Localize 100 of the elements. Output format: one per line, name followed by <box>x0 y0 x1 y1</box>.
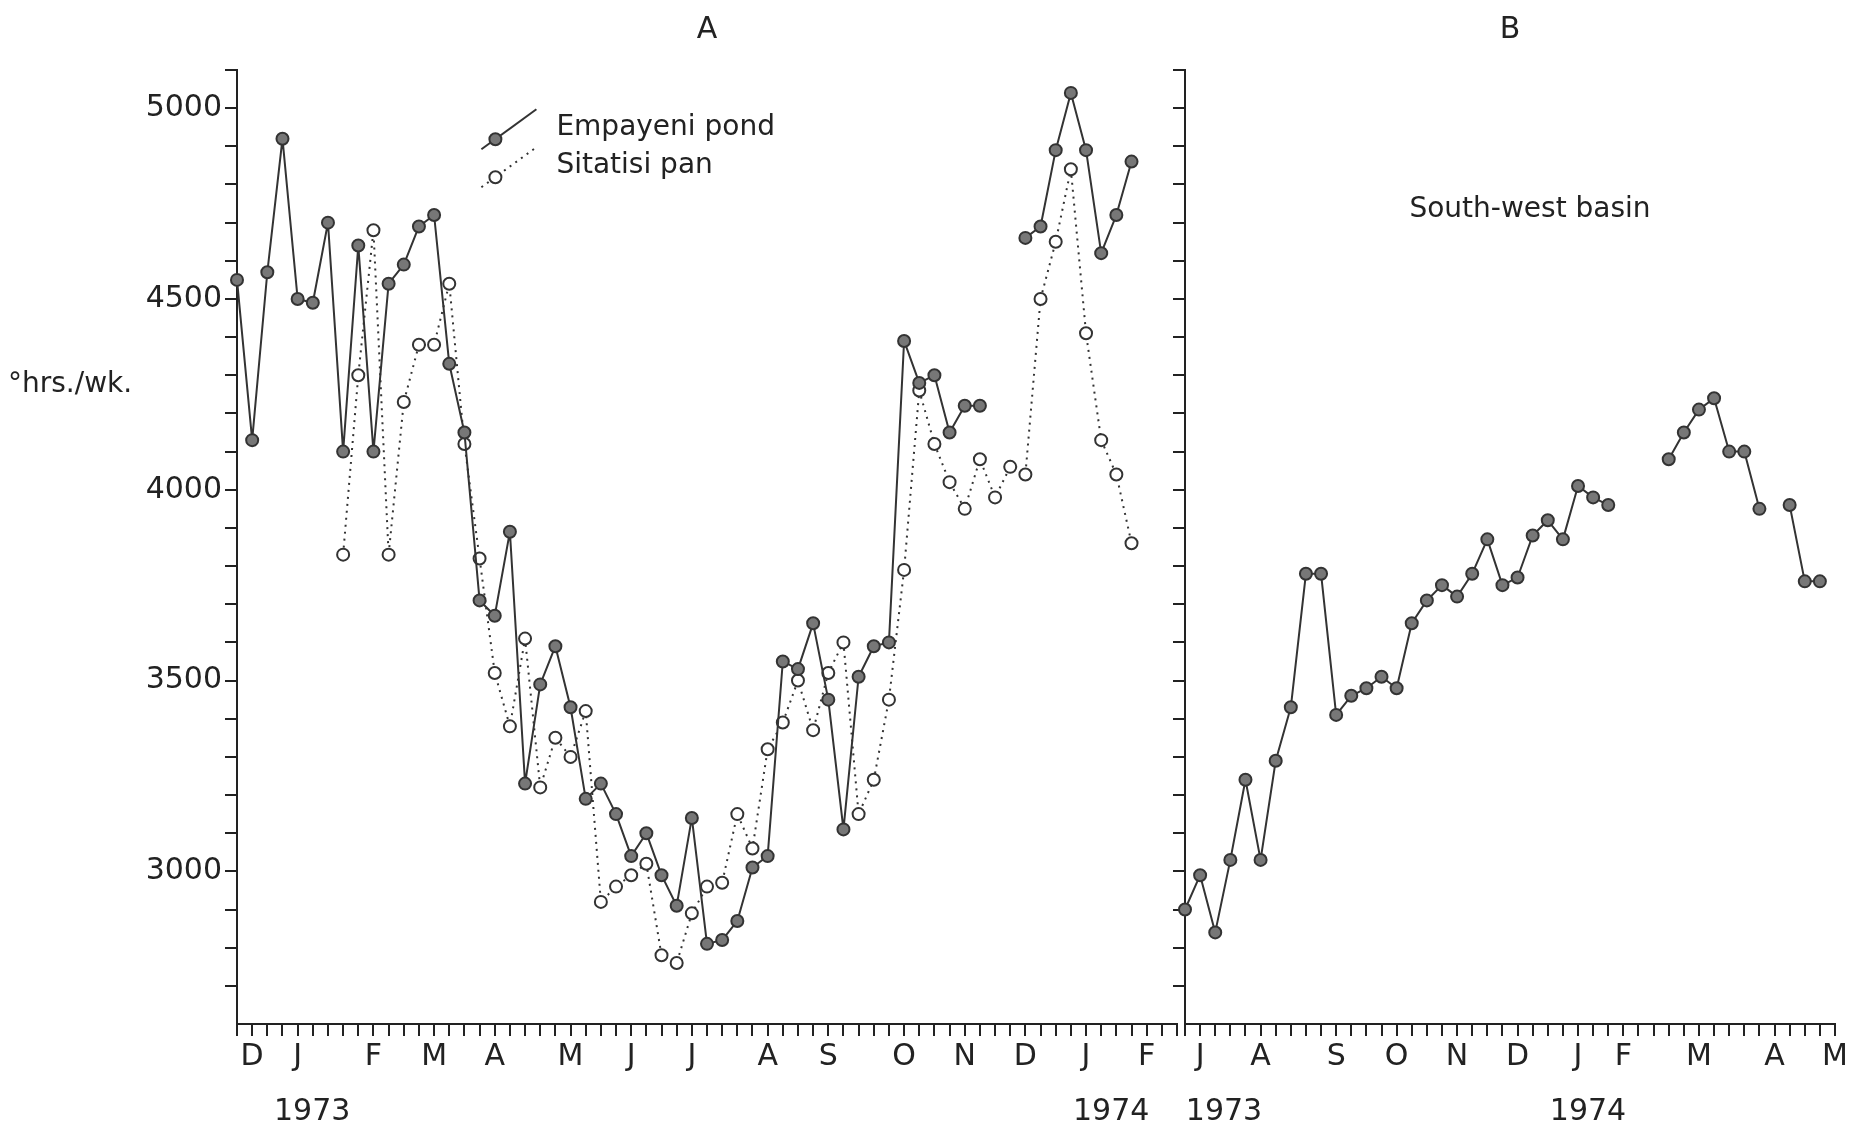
point <box>1208 925 1223 940</box>
point <box>396 394 411 409</box>
point <box>1018 230 1033 245</box>
x-tick-label: J <box>1079 1036 1091 1072</box>
point <box>1797 574 1812 589</box>
point <box>1434 578 1449 593</box>
point <box>487 665 502 680</box>
x-tick-label: J <box>1193 1036 1205 1072</box>
point <box>442 356 457 371</box>
point <box>487 608 502 623</box>
point <box>669 898 684 913</box>
point <box>745 841 760 856</box>
point <box>821 692 836 707</box>
x-tick-label: D <box>240 1036 264 1072</box>
point <box>881 692 896 707</box>
point <box>1193 868 1208 883</box>
point <box>548 639 563 654</box>
text: 1973 <box>1185 1091 1263 1127</box>
point <box>1586 490 1601 505</box>
point <box>366 444 381 459</box>
point <box>1268 753 1283 768</box>
point <box>1124 154 1139 169</box>
x-tick-label: F <box>364 1036 383 1072</box>
point <box>1540 513 1555 528</box>
point <box>866 772 881 787</box>
x-tick-label: S <box>1326 1036 1346 1072</box>
legend-label: Sitatisi pan <box>556 146 713 180</box>
point <box>654 948 669 963</box>
point <box>806 723 821 738</box>
point <box>639 856 654 871</box>
point <box>563 749 578 764</box>
point <box>427 208 442 223</box>
x-tick-label: N <box>953 1036 976 1072</box>
point <box>1283 700 1298 715</box>
point <box>381 276 396 291</box>
point <box>624 849 639 864</box>
point <box>230 272 244 287</box>
point <box>1450 589 1465 604</box>
point <box>472 593 487 608</box>
point <box>411 337 426 352</box>
point <box>1359 681 1374 696</box>
point <box>578 704 593 719</box>
x-tick-label: J <box>685 1036 697 1072</box>
text: 1974 <box>1549 1091 1627 1127</box>
point <box>593 776 608 791</box>
point <box>866 639 881 654</box>
point <box>533 677 548 692</box>
point <box>881 635 896 650</box>
point <box>260 265 275 280</box>
point <box>700 879 714 894</box>
point <box>1018 467 1033 482</box>
point <box>1094 433 1109 448</box>
point <box>290 291 305 306</box>
x-tick-label: F <box>1614 1036 1632 1072</box>
x-tick-label: O <box>892 1036 916 1072</box>
point <box>1079 143 1094 158</box>
point <box>730 913 745 928</box>
x-tick-label: M <box>557 1036 584 1072</box>
point <box>563 700 578 715</box>
y-tick-label: 4000 <box>145 469 222 505</box>
point <box>745 860 760 875</box>
x-tick-label: D <box>1506 1036 1530 1072</box>
point <box>790 673 805 688</box>
x-tick-label: D <box>1013 1036 1037 1072</box>
point <box>1782 498 1797 513</box>
point <box>639 826 654 841</box>
point <box>836 635 851 650</box>
point <box>1033 219 1048 234</box>
point <box>912 375 927 390</box>
y-tick-label: 3000 <box>145 851 222 887</box>
point <box>593 894 608 909</box>
point <box>1048 234 1063 249</box>
point <box>1661 452 1676 467</box>
point <box>957 501 972 516</box>
point <box>518 776 533 791</box>
point <box>1063 85 1078 100</box>
x-tick-label: M <box>1686 1036 1712 1072</box>
text: South-west basin <box>1409 191 1651 225</box>
point <box>1048 143 1063 158</box>
point <box>381 547 396 562</box>
point <box>1510 570 1525 585</box>
point <box>1525 528 1540 543</box>
point <box>533 780 548 795</box>
x-tick-label: J <box>624 1036 636 1072</box>
point <box>1003 459 1018 474</box>
point <box>1124 536 1139 551</box>
point <box>336 444 351 459</box>
point <box>411 219 426 234</box>
point <box>684 906 699 921</box>
point <box>836 822 851 837</box>
point <box>578 791 593 806</box>
point <box>1079 326 1094 341</box>
point <box>336 547 351 562</box>
point <box>427 337 442 352</box>
point <box>245 433 260 448</box>
x-tick-label: M <box>421 1036 448 1072</box>
point <box>457 425 472 440</box>
point <box>1033 291 1048 306</box>
point <box>1419 593 1434 608</box>
point <box>1094 246 1109 261</box>
